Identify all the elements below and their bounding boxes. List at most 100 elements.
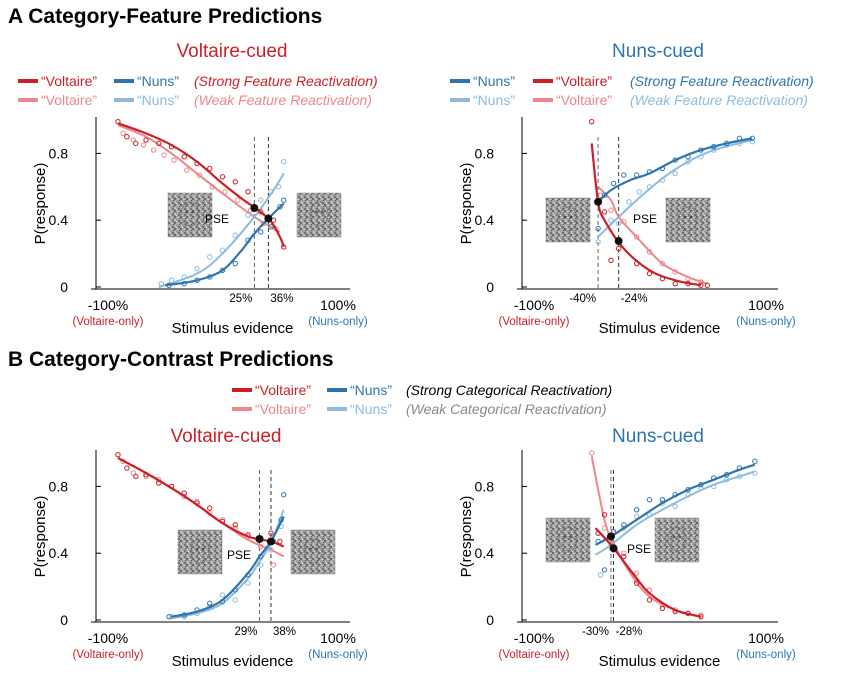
section-a-heading: A Category-Feature Predictions	[8, 5, 322, 28]
data-point	[595, 538, 601, 545]
x-endpoint-label: (Nuns-only)	[308, 649, 368, 661]
pse-point	[609, 544, 618, 553]
data-point	[168, 144, 175, 150]
data-point	[646, 512, 653, 518]
data-point	[685, 275, 691, 282]
panel-a2-title: Nuns-cued	[612, 41, 704, 62]
data-point	[120, 130, 126, 137]
data-point	[143, 137, 149, 143]
data-point	[184, 167, 190, 173]
y-axis-label: P(response)	[458, 496, 475, 578]
data-point	[646, 184, 653, 190]
data-point	[124, 465, 130, 471]
data-point	[698, 154, 704, 160]
pse-label: PSE	[633, 212, 657, 226]
section-b-heading: B Category-Contrast Predictions	[8, 348, 334, 371]
data-point	[181, 612, 187, 618]
series-curve	[597, 186, 708, 285]
x-axis-label: Stimulus evidence	[172, 653, 294, 670]
data-point	[711, 147, 717, 153]
data-point	[166, 282, 172, 289]
pse-value-label: -24%	[621, 293, 648, 305]
data-point	[626, 199, 632, 205]
legend-label-voltaire: “Voltaire”	[41, 92, 97, 108]
data-point	[723, 140, 730, 147]
x-endpoint-label: (Voltaire-only)	[499, 316, 570, 328]
stimulus-image-left-eye-icon	[563, 535, 567, 539]
x-endpoint-label: (Voltaire-only)	[73, 316, 144, 328]
x-endpoint-label: (Voltaire-only)	[499, 649, 570, 661]
data-point	[140, 142, 147, 148]
pse-label: PSE	[227, 548, 251, 562]
data-point	[736, 135, 743, 142]
series-curve	[117, 122, 285, 248]
data-point	[260, 220, 266, 227]
stimulus-image-left-face-icon	[558, 526, 578, 552]
data-point	[621, 172, 627, 178]
x-tick-label: 100%	[320, 297, 356, 313]
stimulus-image-left-face-icon	[180, 201, 200, 227]
stimulus-image-left	[177, 529, 223, 575]
data-point	[115, 118, 121, 125]
x-tick-label: -100%	[514, 297, 554, 313]
pse-value-label: 25%	[229, 293, 252, 305]
data-point	[597, 572, 604, 578]
data-point	[659, 165, 666, 172]
data-point	[232, 232, 238, 238]
data-point	[281, 492, 287, 498]
data-point	[659, 260, 666, 267]
data-point	[281, 197, 287, 203]
data-point	[601, 192, 608, 198]
data-point	[672, 170, 678, 177]
legend-note-weak: (Weak Feature Reactivation)	[630, 92, 808, 108]
data-point	[219, 598, 226, 605]
data-point	[181, 280, 187, 287]
legend-label-nuns: “Nuns”	[350, 401, 392, 417]
data-point	[156, 140, 162, 147]
legend-b: “Voltaire” “Nuns” (Strong Categorical Re…	[232, 382, 612, 417]
stimulus-image-right	[290, 529, 336, 575]
x-tick-label: 100%	[320, 630, 356, 646]
data-point	[595, 225, 601, 232]
data-point	[595, 239, 601, 245]
stimulus-image-left-face-icon	[558, 206, 578, 232]
data-point	[736, 465, 743, 471]
stimulus-image-left-eye-icon	[201, 547, 205, 551]
data-point	[633, 260, 640, 267]
data-point	[672, 157, 678, 163]
y-tick-label: 0	[486, 279, 494, 295]
data-point	[194, 160, 200, 167]
data-point	[115, 451, 121, 458]
data-point	[194, 607, 200, 613]
data-point	[232, 522, 238, 528]
y-tick-label: 0.8	[475, 478, 495, 494]
data-point	[130, 137, 136, 143]
y-tick-label: 0	[60, 279, 68, 295]
legend-note-strong: (Strong Categorical Reactivation)	[406, 382, 612, 398]
data-point	[698, 612, 704, 618]
legend-note-weak: (Weak Feature Reactivation)	[194, 92, 372, 108]
pse-point	[594, 197, 603, 206]
legend-a-nuns: “Nuns” “Voltaire” (Strong Feature Reacti…	[450, 73, 814, 108]
data-point	[633, 580, 640, 586]
data-point	[232, 260, 238, 267]
data-point	[711, 475, 717, 481]
data-point	[245, 572, 251, 578]
data-point	[685, 280, 691, 287]
stimulus-image-right-face-icon	[667, 526, 687, 552]
data-point	[181, 154, 187, 160]
data-point	[207, 600, 213, 606]
data-point	[124, 134, 130, 140]
pse-value-label: 29%	[234, 626, 257, 638]
data-point	[615, 245, 622, 252]
data-point	[150, 147, 157, 153]
pse-point	[264, 214, 273, 223]
data-point	[268, 530, 274, 536]
panel-a-voltaire-cued: 0 0.4 0.8P(response) -100% 100% (Voltaire-onl…	[32, 117, 368, 337]
data-point	[659, 605, 666, 612]
legend-note-weak: (Weak Categorical Reactivation)	[406, 401, 607, 417]
data-point	[281, 244, 287, 250]
data-point	[672, 280, 678, 287]
data-point	[168, 277, 175, 284]
data-point	[209, 184, 216, 190]
